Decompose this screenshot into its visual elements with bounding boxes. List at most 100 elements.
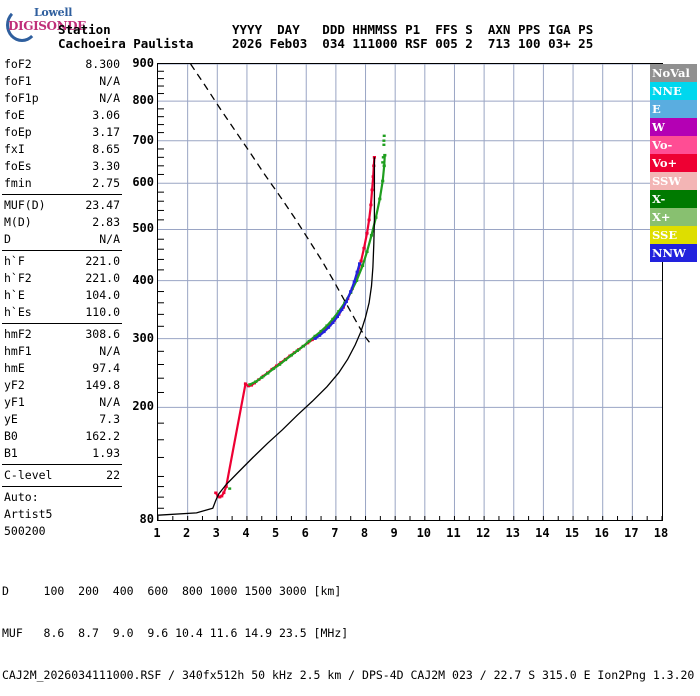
legend-item-ssw[interactable]: SSW [650, 172, 697, 190]
param-row-clevel: C-level 22 [2, 467, 122, 484]
param-key: h`F [4, 254, 25, 268]
y-axis-labels: 80 200 300 400 500 600 700 800 900 [110, 57, 154, 528]
param-value: 149.8 [85, 378, 120, 392]
legend-item-vo[interactable]: Vo+ [650, 154, 697, 172]
param-row-ye: yE 7.3 [2, 411, 122, 428]
auto-name: Artist5 [4, 507, 53, 521]
param-value: 221.0 [85, 271, 120, 285]
x-tick-14: 14 [535, 526, 550, 540]
param-key: MUF(D) [4, 198, 46, 212]
footer-distance-row: D 100 200 400 600 800 1000 1500 3000 [km… [2, 584, 342, 598]
ionogram-plot-area[interactable] [157, 63, 663, 521]
param-value: 97.4 [92, 361, 120, 375]
x-tick-6: 6 [301, 526, 309, 540]
param-row-hme: hmE 97.4 [2, 360, 122, 377]
legend-item-x[interactable]: X- [650, 190, 697, 208]
param-row-hf2: h`F2 221.0 [2, 270, 122, 287]
x-tick-16: 16 [594, 526, 609, 540]
param-value: N/A [99, 232, 120, 246]
param-value: 162.2 [85, 429, 120, 443]
param-row-foe: foE 3.06 [2, 107, 122, 124]
header-column-values: 2026 Feb03 034 111000 RSF 005 2 713 100 … [232, 36, 594, 51]
series-o-trace-vo-red [214, 156, 376, 499]
param-value: N/A [99, 74, 120, 88]
param-key: foE [4, 108, 25, 122]
x-tick-9: 9 [390, 526, 398, 540]
param-key: h`F2 [4, 271, 32, 285]
logo-brand-top: Lowell [34, 6, 73, 19]
param-row-yf1: yF1 N/A [2, 394, 122, 411]
param-key: yE [4, 412, 18, 426]
logo-arc-icon [6, 8, 38, 42]
param-value: 1.93 [92, 446, 120, 460]
param-group-divider [2, 194, 122, 195]
param-row-b0: B0 162.2 [2, 428, 122, 445]
param-key: foF1p [4, 91, 39, 105]
legend-item-w[interactable]: W [650, 118, 697, 136]
digisonde-logo: Lowell DIGISONDE [4, 4, 100, 42]
x-tick-15: 15 [564, 526, 580, 540]
param-row-hmf1: hmF1 N/A [2, 343, 122, 360]
legend-item-e[interactable]: E [650, 100, 697, 118]
y-tick-200: 200 [132, 399, 154, 414]
param-key: hmE [4, 361, 25, 375]
legend-item-x[interactable]: X+ [650, 208, 697, 226]
param-key: hmF2 [4, 327, 32, 341]
param-value: N/A [99, 395, 120, 409]
x-tick-8: 8 [360, 526, 369, 540]
param-key: B1 [4, 446, 18, 460]
param-key: yF2 [4, 378, 25, 392]
param-value: 23.47 [85, 198, 120, 212]
series-sporadic-green-echoes [228, 134, 386, 490]
station-label: Station [58, 22, 111, 37]
param-row-he: h`E 104.0 [2, 287, 122, 304]
param-key: h`E [4, 288, 25, 302]
x-tick-5: 5 [271, 526, 280, 540]
param-group-divider [2, 486, 122, 487]
x-tick-3: 3 [212, 526, 220, 540]
param-row-hf: h`F 221.0 [2, 253, 122, 270]
x-tick-13: 13 [505, 526, 520, 540]
y-tick-600: 600 [132, 175, 154, 190]
footer-file-row: CAJ2M_2026034111000.RSF / 340fx512h 50 k… [2, 668, 695, 682]
x-tick-12: 12 [475, 526, 491, 540]
param-row-fmin: fmin 2.75 [2, 175, 122, 192]
series-true-height-profile-solid-black [158, 157, 376, 516]
param-value: 3.30 [92, 159, 120, 173]
param-row-foes: foEs 3.30 [2, 158, 122, 175]
auto-code: 500200 [4, 524, 46, 538]
param-row-hes: h`Es 110.0 [2, 304, 122, 321]
param-key: foEs [4, 159, 32, 173]
param-value: 221.0 [85, 254, 120, 268]
x-tick-7: 7 [331, 526, 339, 540]
series-muf-oblique-curve-dashed-black [190, 64, 374, 346]
ionogram-parameter-table: foF2 8.300 foF1 N/A foF1p N/A foE 3.06 foEp 3.17 f… [2, 56, 122, 540]
x-axis-labels: 1 2 3 4 5 6 7 8 9 10 11 12 13 14 15 16 17 18 [153, 526, 668, 544]
logo-brand-bottom: DIGISONDE [8, 19, 86, 33]
footer-muf-row: MUF 8.6 8.7 9.0 9.6 10.4 11.6 14.9 23.5 … [2, 626, 349, 640]
param-key: yF1 [4, 395, 25, 409]
param-key: foF1 [4, 74, 32, 88]
param-value: 8.300 [85, 57, 120, 71]
param-key: fmin [4, 176, 32, 190]
y-tick-800: 800 [132, 93, 154, 108]
legend-item-nne[interactable]: NNE [650, 82, 697, 100]
x-tick-18: 18 [653, 526, 669, 540]
param-key: fxI [4, 142, 25, 156]
y-tick-400: 400 [132, 272, 154, 287]
header-column-labels: YYYY DAY DDD HHMMSS P1 FFS S AXN PPS IGA… [232, 22, 594, 37]
series-vo-nnw-segment-blue [313, 262, 362, 340]
param-row-d: D N/A [2, 231, 122, 248]
param-key: M(D) [4, 215, 32, 229]
y-tick-80: 80 [139, 512, 154, 526]
legend-item-noval[interactable]: NoVal [650, 64, 697, 82]
legend-item-sse[interactable]: SSE [650, 226, 697, 244]
station-name: Cachoeira Paulista [58, 36, 194, 51]
param-value: 308.6 [85, 327, 120, 341]
legend-item-vo[interactable]: Vo- [650, 136, 697, 154]
param-key: foF2 [4, 57, 32, 71]
legend-item-nnw[interactable]: NNW [650, 244, 697, 262]
param-group-divider [2, 323, 122, 324]
x-tick-4: 4 [242, 526, 250, 540]
param-key: D [4, 232, 11, 246]
